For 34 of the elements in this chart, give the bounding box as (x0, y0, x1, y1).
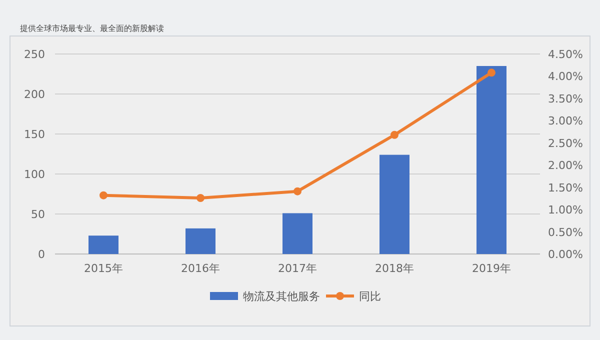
bar (186, 228, 216, 254)
bar (282, 213, 312, 254)
legend-label: 同比 (359, 290, 381, 303)
point (390, 130, 398, 139)
y2-tick-label: 0.50% (548, 226, 583, 239)
y-tick-label: 0 (38, 248, 45, 261)
y2-tick-label: 3.50% (548, 92, 583, 106)
point (100, 191, 108, 200)
x-tick-label: 2016年 (181, 262, 220, 275)
bar (476, 66, 506, 254)
point (196, 194, 204, 202)
y2-tick-label: 1.00% (548, 204, 583, 217)
y2-tick-label: 0.00% (548, 248, 583, 261)
y2-tick-label: 2.50% (548, 136, 583, 150)
bar (380, 154, 410, 254)
point (488, 68, 496, 77)
y-tick-label: 150 (24, 128, 45, 141)
point (294, 187, 302, 196)
legend-label: 物流及其他服务 (243, 290, 320, 303)
y2-tick-label: 4.50% (548, 48, 583, 61)
y-tick-label: 100 (24, 168, 45, 181)
y2-tick-label: 3.00% (548, 114, 583, 128)
bar (88, 236, 118, 254)
y2-tick-label: 4.00% (548, 70, 583, 84)
chart-subtitle: 提供全球市场最专业、最全面的新股解读 (20, 24, 164, 33)
x-tick-label: 2017年 (278, 262, 317, 275)
y-tick-label: 250 (24, 48, 45, 61)
x-tick-label: 2015年 (84, 262, 123, 275)
x-tick-label: 2019年 (472, 262, 511, 275)
y2-tick-label: 2.00% (548, 159, 583, 172)
y-tick-label: 50 (31, 208, 45, 221)
y-tick-label: 200 (24, 88, 45, 101)
x-tick-label: 2018年 (375, 262, 414, 275)
y2-tick-label: 1.50% (548, 181, 583, 194)
